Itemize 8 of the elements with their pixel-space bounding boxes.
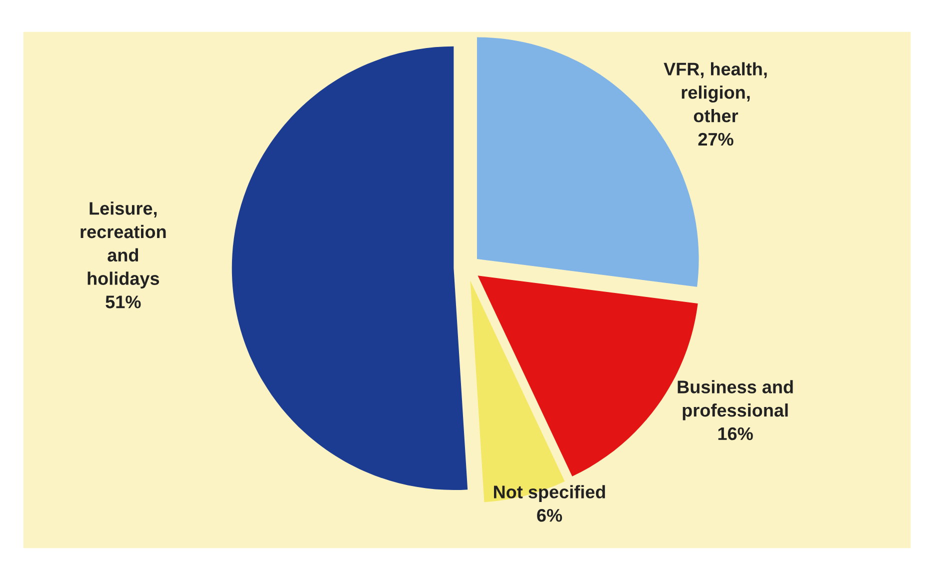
slice-label: Not specified [494, 485, 605, 502]
data-label: 6% [537, 508, 562, 522]
data-label: 16% [718, 427, 753, 440]
slice-label: Business and professional [678, 380, 793, 420]
data-label: 51% [106, 296, 141, 308]
slice-label: VFR, health, religion, other [664, 62, 767, 122]
data-label: 27% [698, 132, 734, 146]
slice-label: Leisure, recreation and holidays [80, 202, 166, 289]
